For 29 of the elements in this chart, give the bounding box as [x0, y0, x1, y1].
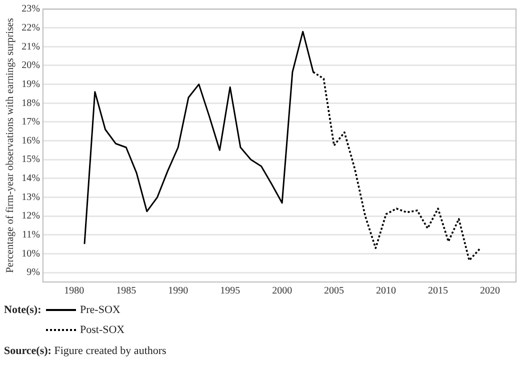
y-axis-title: Percentage of firm-year observations with earnings surprises [5, 18, 16, 273]
y-tick-label: 15% [22, 154, 40, 166]
x-tick-label: 2010 [376, 286, 396, 297]
x-tick-label: 1990 [168, 286, 188, 297]
x-tick-label: 2000 [272, 286, 292, 297]
x-tick-label: 2020 [480, 286, 500, 297]
x-tick-label: 1985 [116, 286, 136, 297]
legend-label: Pre-SOX [80, 304, 120, 316]
y-tick-label: 18% [22, 98, 40, 109]
y-tick-label: 21% [22, 41, 40, 52]
x-tick-label: 1995 [220, 286, 240, 297]
y-tick-label: 13% [22, 192, 40, 203]
y-tick-label: 23% [22, 4, 40, 15]
y-tick-label: 14% [22, 173, 40, 184]
x-tick-label: 1980 [64, 286, 84, 297]
legend-title: Note(s): [4, 304, 42, 316]
y-tick-label: 12% [22, 210, 40, 222]
y-tick-label: 10% [22, 248, 40, 260]
y-tick-label: 16% [22, 135, 40, 146]
x-tick-label: 2005 [324, 286, 344, 297]
y-tick-label: 17% [22, 116, 40, 128]
source-note: Source(s): Figure created by authors [4, 345, 166, 357]
legend-label: Post-SOX [80, 324, 125, 336]
y-tick-label: 11% [22, 230, 40, 241]
y-tick-label: 19% [22, 78, 40, 90]
y-tick-label: 22% [22, 22, 40, 34]
y-tick-label: 9% [26, 267, 40, 278]
x-tick-label: 2015 [428, 286, 448, 297]
y-tick-label: 20% [22, 60, 40, 72]
